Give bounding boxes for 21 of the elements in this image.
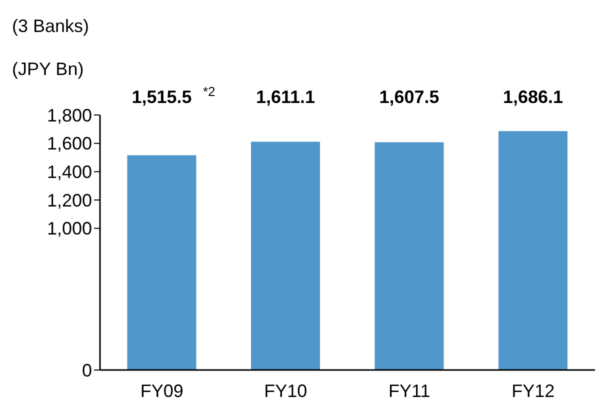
x-tick-label: FY10 (264, 380, 308, 401)
bar (498, 131, 568, 370)
x-tick-label: FY11 (388, 380, 430, 401)
x-tick-label: FY12 (512, 380, 555, 401)
bar (374, 142, 444, 370)
y-tick-label: 1,600 (46, 134, 92, 154)
text: *2 (203, 84, 216, 99)
y-tick-label: 1,200 (46, 190, 92, 210)
y-tick-label: 1,800 (46, 105, 92, 126)
bar (127, 155, 196, 370)
x-tick-label: FY09 (140, 380, 184, 401)
data-label: 1,611.1 (256, 87, 316, 107)
chart-title: (3 Banks) (12, 16, 90, 37)
data-label: 1,607.5 (379, 87, 440, 107)
bar (250, 142, 320, 370)
data-label: 1,686.1 (502, 87, 564, 107)
y-tick-label: 0 (82, 360, 92, 380)
data-label: 1,515.5 (132, 87, 192, 107)
y-tick-label: 1,400 (46, 162, 92, 182)
y-axis-title: (JPY Bn) (12, 59, 84, 80)
y-tick-label: 1,000 (46, 218, 92, 239)
